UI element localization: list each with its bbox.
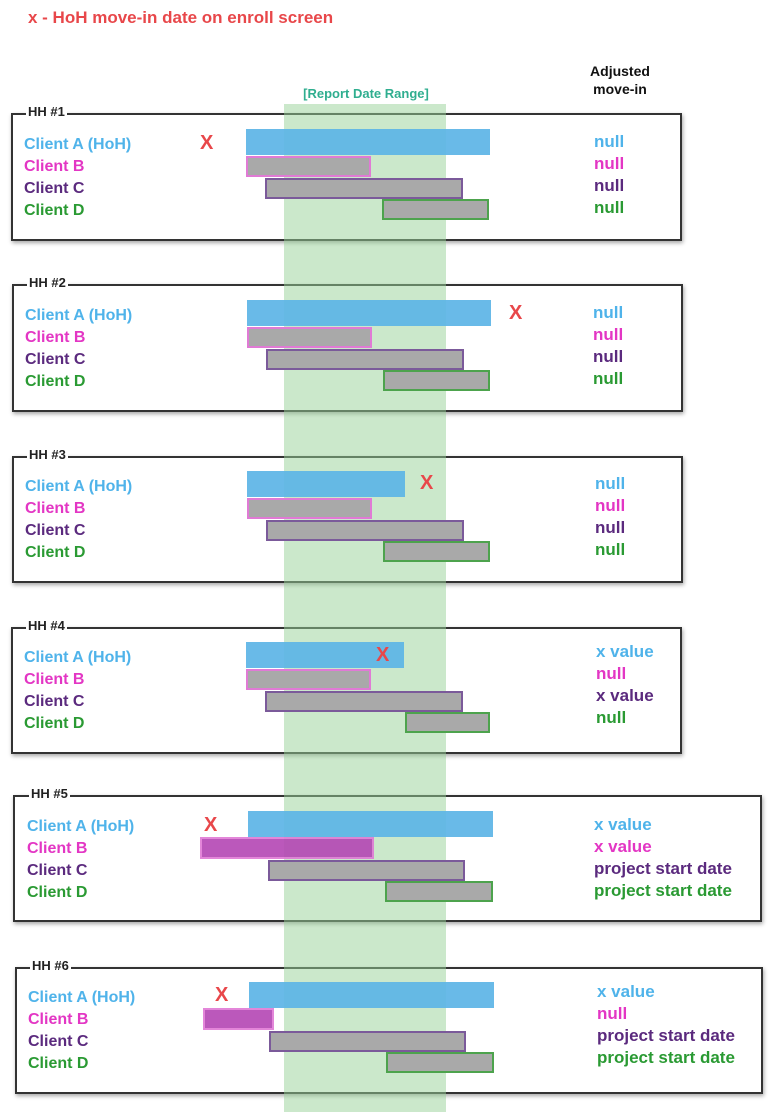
hh2-client-b-value: null [593, 325, 624, 344]
hh4-client-d-value: null [596, 708, 627, 727]
hh3-client-c-label: Client C [25, 522, 86, 539]
hh2-client-c-bar [266, 349, 464, 370]
hh4-client-c-label: Client C [24, 693, 85, 710]
hh4-client-a-label: Client A (HoH) [24, 649, 132, 666]
hh1-client-a-bar [246, 129, 490, 155]
household-label-1: HH #1 [26, 104, 67, 119]
hh1-client-a-value: null [594, 132, 625, 151]
hh4-client-c-value: x value [596, 686, 654, 705]
hh2-client-a-bar [247, 300, 491, 326]
hh5-client-c-bar [268, 860, 465, 881]
hh5-client-d-label: Client D [27, 884, 88, 901]
hh5-client-a-value: x value [594, 815, 652, 834]
hh6-client-b-value: null [597, 1004, 628, 1023]
hh2-client-a-value: null [593, 303, 624, 322]
hh1-client-c-label: Client C [24, 180, 85, 197]
household-label-3: HH #3 [27, 447, 68, 462]
hh2-client-a-label: Client A (HoH) [25, 307, 133, 324]
hh2-client-d-value: null [593, 369, 624, 388]
adjusted-header-line2: move-in [593, 81, 647, 97]
hh6-client-d-bar [386, 1052, 494, 1073]
hh5-client-a-bar [248, 811, 493, 837]
hh6-client-d-value: project start date [597, 1048, 735, 1067]
hh4-client-a-value: x value [596, 642, 654, 661]
hh1-client-c-value: null [594, 176, 625, 195]
hh3-client-b-label: Client B [25, 500, 86, 517]
hh1-client-c-bar [265, 178, 463, 199]
hh3-client-a-value: null [595, 474, 626, 493]
hh1-client-a-label: Client A (HoH) [24, 136, 132, 153]
hh5-client-c-label: Client C [27, 862, 88, 879]
hh5-client-b-label: Client B [27, 840, 88, 857]
hh6-move-in-marker: X [215, 984, 229, 1006]
hh6-client-c-label: Client C [28, 1033, 89, 1050]
hh2-client-d-bar [383, 370, 490, 391]
report-date-range-label: [Report Date Range] [303, 86, 429, 101]
hh4-client-d-label: Client D [24, 715, 85, 732]
hh5-client-b-value: x value [594, 837, 652, 856]
hh5-client-c-value: project start date [594, 859, 732, 878]
hh6-client-d-label: Client D [28, 1055, 89, 1072]
hh3-client-a-bar [247, 471, 405, 497]
hh6-client-c-value: project start date [597, 1026, 735, 1045]
hh3-client-b-value: null [595, 496, 626, 515]
hh6-client-a-value: x value [597, 982, 655, 1001]
hh4-move-in-marker: X [376, 644, 390, 666]
hh2-client-c-value: null [593, 347, 624, 366]
hh5-move-in-marker: X [204, 814, 218, 836]
hh3-client-d-bar [383, 541, 490, 562]
hh6-client-a-label: Client A (HoH) [28, 989, 136, 1006]
household-label-6: HH #6 [30, 958, 71, 973]
hh4-client-b-value: null [596, 664, 627, 683]
hh6-client-c-bar [269, 1031, 466, 1052]
household-label-4: HH #4 [26, 618, 67, 633]
hh3-client-b-bar [247, 498, 372, 519]
hh2-client-d-label: Client D [25, 373, 86, 390]
hh4-client-c-bar [265, 691, 463, 712]
hh2-client-c-label: Client C [25, 351, 86, 368]
hh3-move-in-marker: X [420, 472, 434, 494]
hh3-client-d-value: null [595, 540, 626, 559]
hh4-client-d-bar [405, 712, 490, 733]
hh1-client-d-label: Client D [24, 202, 85, 219]
hh1-client-d-bar [382, 199, 489, 220]
hh1-client-d-value: null [594, 198, 625, 217]
hh3-client-a-label: Client A (HoH) [25, 478, 133, 495]
hh4-client-b-label: Client B [24, 671, 85, 688]
hh5-client-a-label: Client A (HoH) [27, 818, 135, 835]
hh3-client-c-value: null [595, 518, 626, 537]
hh2-move-in-marker: X [509, 302, 523, 324]
hh6-client-a-bar [249, 982, 494, 1008]
hh5-client-b-bar [200, 837, 374, 859]
hh2-client-b-bar [247, 327, 372, 348]
hh3-client-d-label: Client D [25, 544, 86, 561]
hh3-client-c-bar [266, 520, 464, 541]
legend-title: x - HoH move-in date on enroll screen [28, 8, 334, 27]
adjusted-move-in-header: Adjusted move-in [578, 62, 662, 98]
hh1-client-b-value: null [594, 154, 625, 173]
hh6-client-b-label: Client B [28, 1011, 89, 1028]
adjusted-header-line1: Adjusted [590, 63, 650, 79]
hh1-move-in-marker: X [200, 132, 214, 154]
hh4-client-b-bar [246, 669, 371, 690]
hh4-client-a-bar [246, 642, 404, 668]
hh1-client-b-bar [246, 156, 371, 177]
report-date-range-band [284, 104, 446, 1112]
hh1-client-b-label: Client B [24, 158, 85, 175]
hh5-client-d-bar [385, 881, 493, 902]
household-label-5: HH #5 [29, 786, 70, 801]
hh5-client-d-value: project start date [594, 881, 732, 900]
hh2-client-b-label: Client B [25, 329, 86, 346]
hh6-client-b-bar [203, 1008, 274, 1030]
household-label-2: HH #2 [27, 275, 68, 290]
